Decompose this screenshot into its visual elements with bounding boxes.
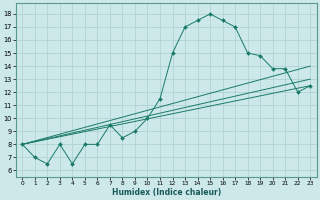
X-axis label: Humidex (Indice chaleur): Humidex (Indice chaleur) <box>112 188 221 197</box>
